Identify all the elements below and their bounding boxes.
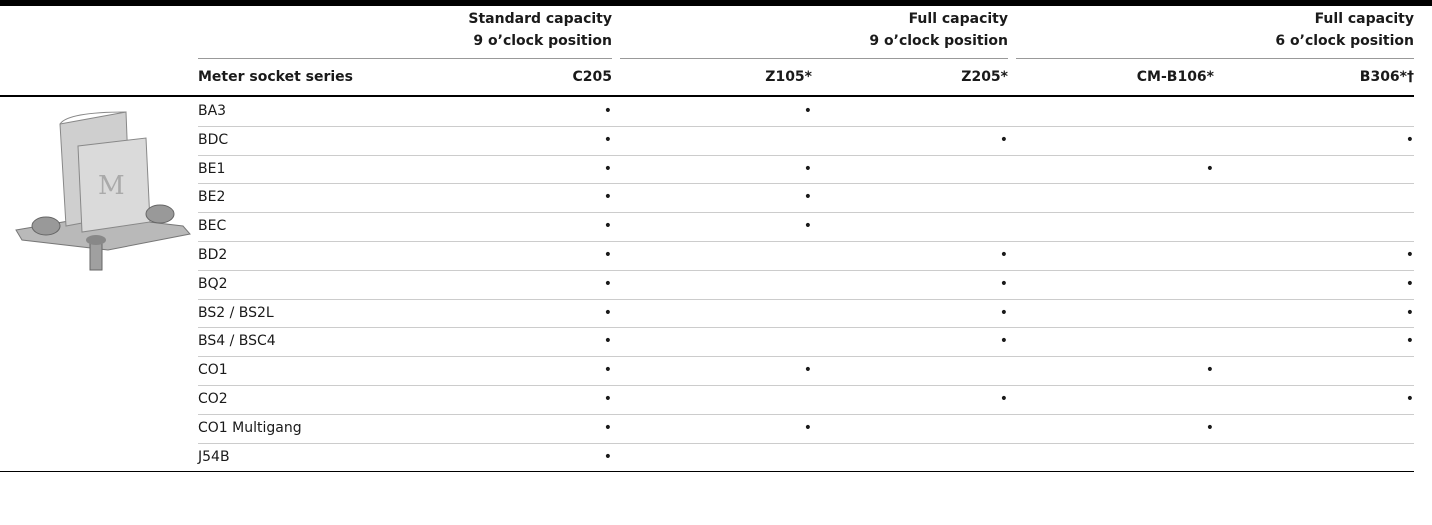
- dot: •: [603, 189, 612, 206]
- row-label: BDC: [198, 131, 229, 148]
- group-rule: [198, 58, 612, 59]
- dot: •: [603, 131, 612, 148]
- group-header: Standard capacity: [468, 11, 612, 27]
- dot: •: [1405, 275, 1414, 292]
- row-label: CO1: [198, 362, 228, 379]
- dot: •: [803, 218, 812, 235]
- dot: •: [603, 419, 612, 436]
- row-label: BEC: [198, 218, 227, 235]
- row-label: BS2 / BS2L: [198, 304, 274, 321]
- row-label: J54B: [198, 448, 230, 465]
- dot: •: [1205, 419, 1214, 436]
- row-rule: [198, 241, 1414, 242]
- dot: •: [803, 160, 812, 177]
- group-rule: [620, 58, 1008, 59]
- dot: •: [603, 391, 612, 407]
- dot: •: [1205, 160, 1214, 177]
- column-header: CM-B106*: [1136, 69, 1214, 85]
- dot: •: [603, 304, 612, 321]
- row-label: BA3: [198, 103, 227, 119]
- dot: •: [1405, 391, 1414, 407]
- row-rule: [198, 269, 1414, 271]
- dot: •: [603, 247, 612, 263]
- dot: •: [1405, 333, 1414, 350]
- row-label: BS4 / BSC4: [198, 333, 276, 350]
- bottom-rule: [0, 471, 1414, 473]
- row-label: BE1: [198, 160, 226, 177]
- dot: •: [603, 218, 612, 235]
- group-header: Full capacity: [1314, 11, 1414, 27]
- row-label: CO2: [198, 391, 228, 407]
- dot: •: [999, 131, 1008, 148]
- dot: •: [603, 103, 612, 119]
- dot: •: [803, 362, 812, 379]
- dot: •: [603, 275, 612, 292]
- dot: •: [603, 160, 612, 177]
- dot: •: [803, 103, 812, 119]
- dot: •: [603, 448, 612, 465]
- dot: •: [999, 333, 1008, 350]
- row-rule: [198, 356, 1414, 358]
- top-rule: [0, 0, 1432, 6]
- dot: •: [1405, 247, 1414, 263]
- row-rule: [198, 183, 1414, 185]
- svg-text:M: M: [98, 171, 125, 201]
- column-header: C205: [572, 69, 613, 85]
- dot: •: [803, 419, 812, 436]
- dot: •: [803, 189, 812, 206]
- row-label: BD2: [198, 247, 228, 263]
- column-header: B306*†: [1359, 69, 1414, 85]
- group-header: 6 o’clock position: [1275, 33, 1414, 49]
- row-rule: [198, 385, 1414, 386]
- group-header: Full capacity: [908, 11, 1008, 27]
- row-label: BE2: [198, 189, 226, 206]
- header-rule: [0, 95, 1414, 97]
- row-rule: [198, 327, 1414, 329]
- group-header: 9 o’clock position: [869, 33, 1008, 49]
- column-header: Meter socket series: [198, 69, 353, 85]
- dot: •: [999, 275, 1008, 292]
- dot: •: [999, 247, 1008, 263]
- dot: •: [999, 304, 1008, 321]
- row-rule: [198, 154, 1414, 156]
- dot: •: [603, 362, 612, 379]
- dot: •: [999, 391, 1008, 407]
- row-rule: [198, 298, 1414, 300]
- group-rule: [1016, 58, 1414, 59]
- dot: •: [1205, 362, 1214, 379]
- row-label: BQ2: [198, 275, 228, 292]
- column-header: Z105*: [765, 69, 812, 85]
- row-rule: [198, 125, 1414, 127]
- row-rule: [198, 212, 1414, 214]
- row-rule: [198, 413, 1414, 415]
- dot: •: [603, 333, 612, 350]
- product-image: M: [15, 111, 191, 271]
- dot: •: [1405, 304, 1414, 321]
- row-label: CO1 Multigang: [198, 419, 302, 436]
- dot: •: [1405, 131, 1414, 148]
- row-rule: [198, 442, 1414, 444]
- column-header: Z205*: [961, 69, 1008, 85]
- group-header: 9 o’clock position: [473, 33, 612, 49]
